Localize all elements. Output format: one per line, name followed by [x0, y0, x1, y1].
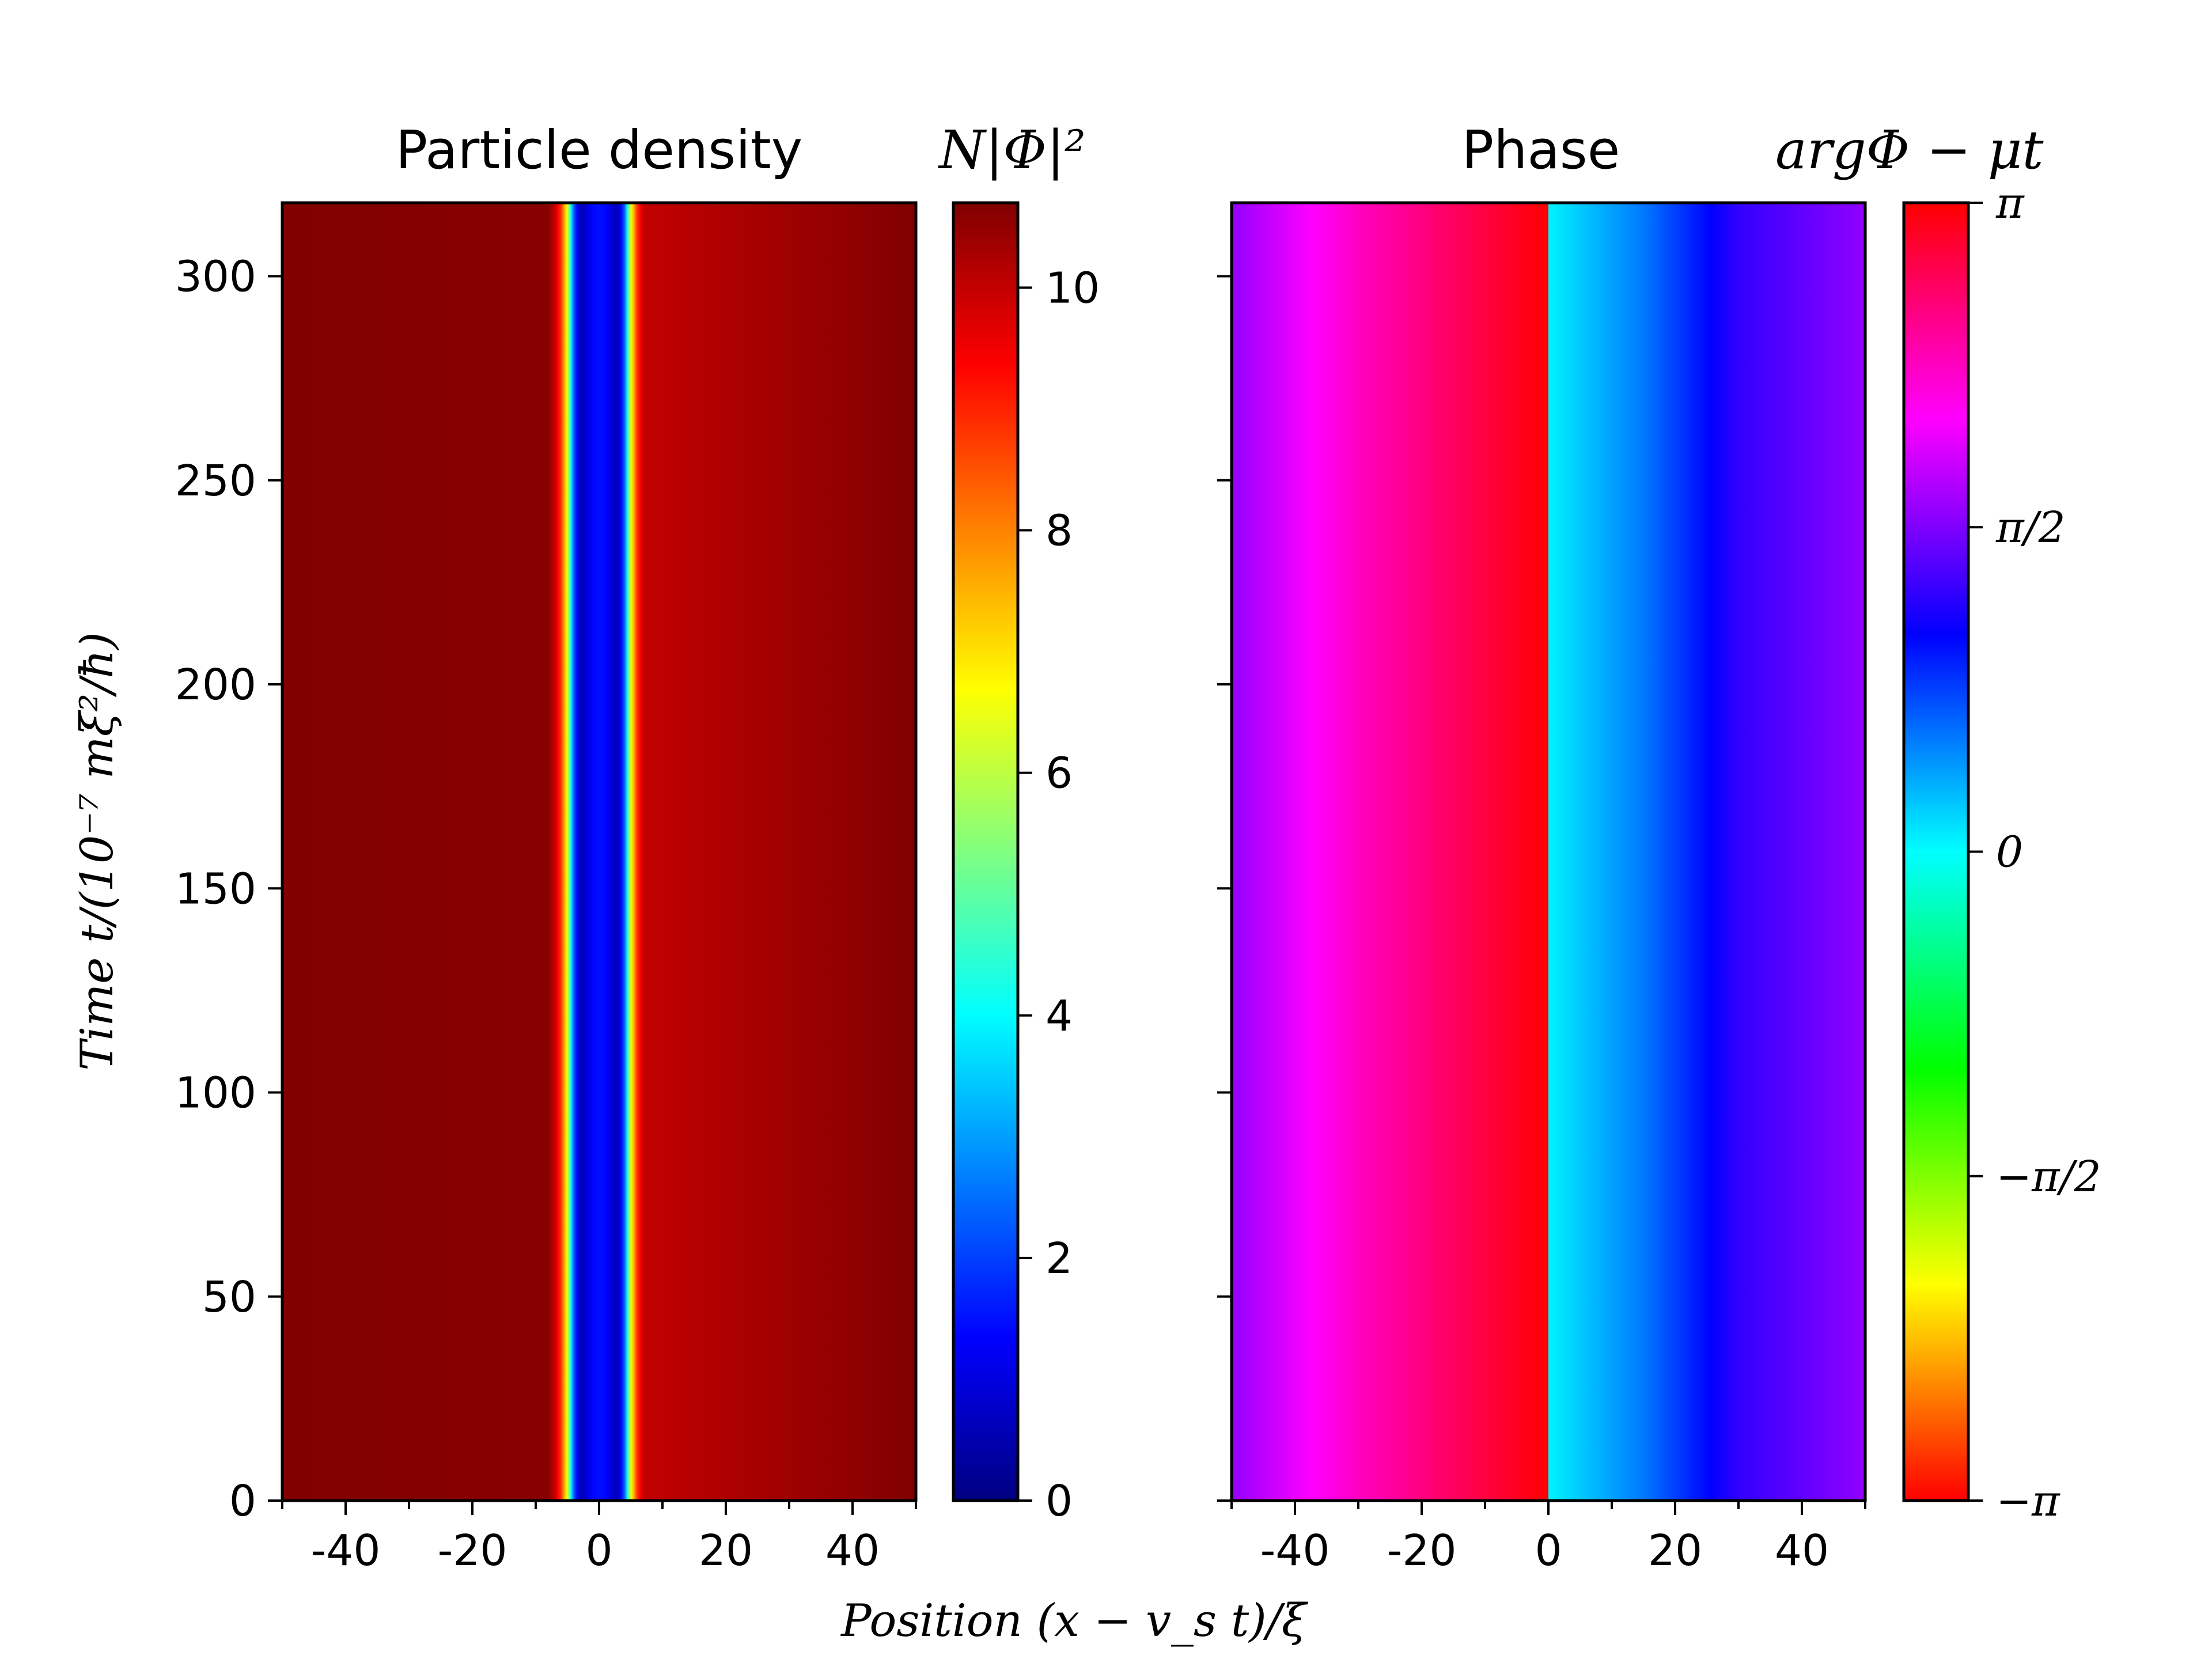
- phase-cbtick-label: 0: [1996, 828, 2023, 877]
- phase-x-ticks: -40 -20 0 20 40: [1230, 1501, 1866, 1575]
- density-xtick-label: 20: [699, 1526, 753, 1575]
- phase-xtick-label: 0: [1535, 1526, 1562, 1575]
- density-panel: Particle density -40 -20 0 20 40 0 50 100 150 20…: [175, 119, 918, 1575]
- density-colorbar-frame: [952, 201, 1020, 1502]
- phase-heatmap: [1232, 203, 1865, 1501]
- density-x-ticks: -40 -20 0 20 40: [281, 1501, 917, 1575]
- phase-y-ticks: [1217, 275, 1232, 1502]
- density-xtick-label: -40: [311, 1526, 381, 1575]
- density-ytick-label: 100: [175, 1069, 256, 1118]
- density-cbtick-label: 6: [1046, 749, 1073, 798]
- y-axis-label: Time t/(10⁻⁷ mξ²/ħ): [71, 632, 123, 1071]
- phase-colorbar: argΦ − μt −π −π/2 0 π/2 π: [1775, 119, 2101, 1526]
- density-cbtick-label: 8: [1046, 506, 1073, 556]
- phase-xtick-label: -20: [1387, 1526, 1457, 1575]
- density-y-ticks: 0 50 100 150 200 250 300: [175, 252, 282, 1526]
- phase-colorbar-label: argΦ − μt: [1775, 119, 2044, 181]
- phase-cbtick-label: −π: [1996, 1476, 2061, 1526]
- density-xtick-label: 0: [585, 1526, 612, 1575]
- density-colorbar-label: N|Φ|²: [938, 119, 1086, 181]
- density-cbtick-label: 2: [1046, 1234, 1073, 1283]
- phase-panel: Phase -40 -20 0 20 40: [1217, 119, 1867, 1575]
- phase-cbtick-label: π/2: [1995, 503, 2066, 552]
- density-ytick-label: 150: [175, 864, 256, 914]
- phase-title: Phase: [1462, 119, 1620, 181]
- phase-cbtick-label: −π/2: [1996, 1152, 2101, 1202]
- density-ytick-label: 0: [229, 1476, 256, 1526]
- density-ytick-label: 250: [175, 456, 256, 506]
- density-cbtick-label: 0: [1046, 1476, 1073, 1526]
- phase-colorbar-fill: [1904, 203, 1968, 1501]
- density-colorbar-ticks: 0 2 4 6 8 10: [1018, 263, 1100, 1526]
- x-axis-label: Position (x − v_s t)/ξ: [840, 1595, 1309, 1647]
- density-ytick-label: 200: [175, 660, 256, 710]
- phase-xtick-label: 20: [1648, 1526, 1702, 1575]
- phase-colorbar-ticks: −π −π/2 0 π/2 π: [1968, 179, 2101, 1526]
- density-title: Particle density: [396, 119, 803, 181]
- density-xtick-label: -20: [438, 1526, 507, 1575]
- phase-cbtick-label: π: [1995, 179, 2025, 228]
- density-cbtick-label: 4: [1046, 991, 1073, 1041]
- density-cbtick-label: 10: [1046, 263, 1100, 313]
- density-heatmap: [282, 203, 916, 1501]
- density-ytick-label: 50: [202, 1272, 256, 1322]
- density-colorbar: N|Φ|² 0 2 4 6 8 10: [938, 119, 1100, 1526]
- density-ytick-label: 300: [175, 252, 256, 302]
- phase-xtick-label: -40: [1260, 1526, 1330, 1575]
- density-xtick-label: 40: [825, 1526, 880, 1575]
- density-colorbar-fill: [953, 203, 1018, 1501]
- phase-xtick-label: 40: [1775, 1526, 1829, 1575]
